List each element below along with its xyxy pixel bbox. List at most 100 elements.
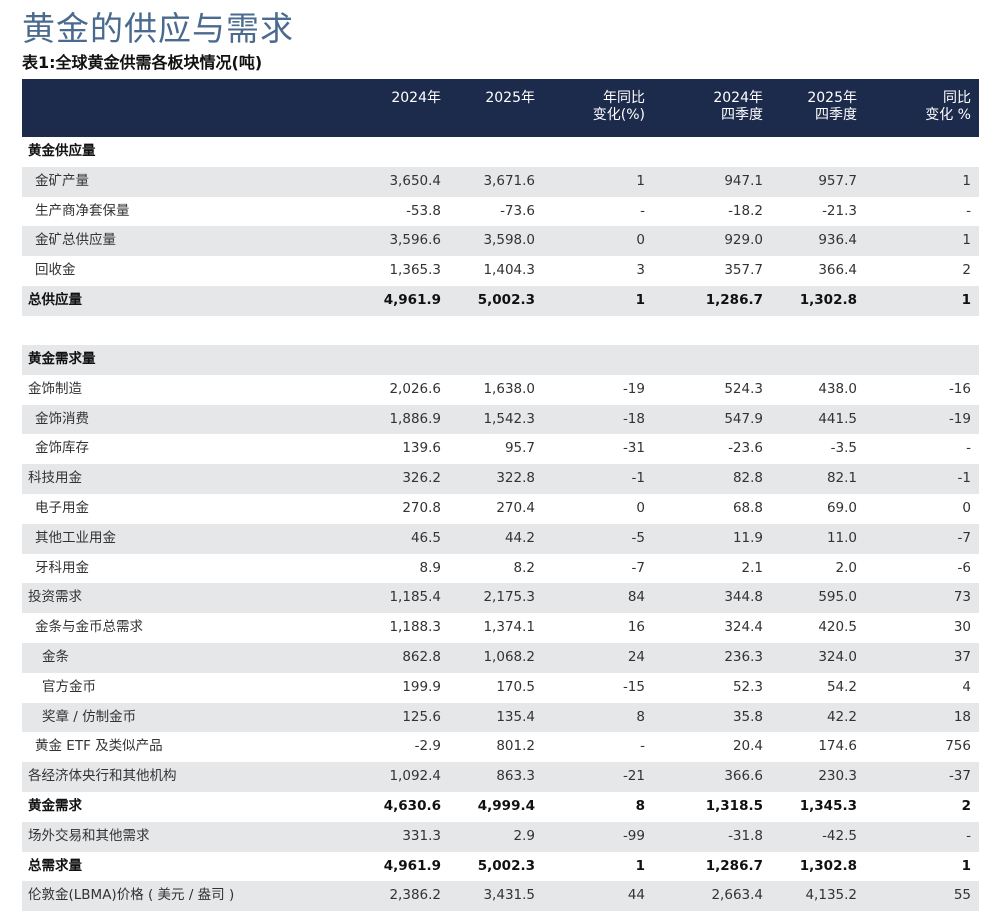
cell-value: -6 [957, 559, 971, 576]
table-row: 投资需求 1,185.4 2,175.3 84 344.8 595.0 73 [22, 583, 979, 614]
table-row: 黄金需求量 [22, 345, 979, 375]
cell-value: 1 [635, 292, 645, 308]
table-row: 金矿产量 3,650.4 3,671.6 1 947.1 957.7 1 [22, 166, 979, 197]
cell-value: 84 [627, 589, 645, 606]
cell-value: -2.9 [414, 738, 441, 755]
cell-value: 1 [635, 857, 645, 874]
cell-value: 5,002.3 [477, 292, 535, 308]
cell-value: 4 [962, 678, 971, 695]
cell-value: 2.9 [513, 827, 535, 844]
cell-value: 756 [945, 738, 971, 755]
cell-value: -37 [948, 768, 971, 785]
cell-value: -21.3 [822, 202, 857, 219]
cell-value: 1,092.4 [389, 768, 441, 785]
table-row: 金饰消费 1,886.9 1,542.3 -18 547.9 441.5 -19 [22, 404, 979, 435]
row-label: 金饰库存 [35, 440, 89, 457]
table-row: 总需求量 4,961.9 5,002.3 1 1,286.7 1,302.8 1 [22, 852, 979, 882]
cell-value: 8.9 [419, 559, 441, 576]
cell-value: 1,345.3 [799, 798, 857, 814]
row-label: 黄金供应量 [28, 143, 96, 159]
row-label: 伦敦金(LBMA)价格 ( 美元 / 盎司 ) [28, 887, 235, 904]
column-header: 四季度 [815, 107, 857, 123]
cell-value: 125.6 [402, 708, 441, 725]
table-row: 金条与金币总需求 1,188.3 1,374.1 16 324.4 420.5 30 [22, 613, 979, 643]
cell-value: -21 [622, 768, 645, 785]
cell-value: 2 [961, 798, 971, 814]
cell-value: 82.1 [826, 470, 857, 487]
cell-value: -18 [622, 410, 645, 427]
page-title: 黄金的供应与需求 [22, 9, 294, 48]
cell-value: 1,886.9 [389, 410, 441, 427]
table-row: 总供应量 4,961.9 5,002.3 1 1,286.7 1,302.8 1 [22, 286, 979, 316]
cell-value: 420.5 [818, 619, 857, 636]
cell-value: 95.7 [504, 440, 535, 457]
cell-value: 230.3 [818, 768, 857, 785]
cell-value: 2,175.3 [483, 589, 535, 606]
cell-value: 324.4 [724, 619, 763, 636]
cell-value: -7 [957, 529, 971, 546]
row-label: 奖章 / 仿制金币 [42, 708, 137, 725]
cell-value: 68.8 [732, 500, 763, 516]
cell-value: 20.4 [732, 738, 763, 755]
cell-value: 0 [636, 232, 645, 249]
column-header: 变化(%) [592, 107, 645, 123]
cell-value: 1 [962, 232, 971, 249]
cell-value: 1,068.2 [483, 649, 535, 665]
table-row: 奖章 / 仿制金币 125.6 135.4 8 35.8 42.2 18 [22, 702, 979, 733]
cell-value: 1,286.7 [705, 292, 763, 308]
cell-value: 5,002.3 [477, 857, 535, 874]
cell-value: 1 [962, 172, 971, 189]
cell-value: 441.5 [818, 410, 857, 427]
cell-value: 357.7 [724, 262, 763, 279]
cell-value: 331.3 [402, 827, 441, 844]
cell-value: 1,302.8 [799, 857, 857, 874]
cell-value: 69.0 [826, 500, 857, 516]
cell-value: 44.2 [504, 529, 535, 546]
row-label: 金条 [42, 649, 69, 665]
cell-value: 82.8 [732, 470, 763, 487]
cell-value: 1,188.3 [389, 619, 441, 636]
cell-value: 862.8 [402, 649, 441, 665]
cell-value: 4,999.4 [477, 798, 535, 814]
cell-value: 1,404.3 [483, 262, 535, 279]
cell-value: 2.0 [835, 559, 857, 576]
row-label: 金饰制造 [28, 380, 82, 397]
cell-value: -31 [622, 440, 645, 457]
cell-value: 1,318.5 [705, 798, 763, 814]
cell-value: 1,638.0 [483, 380, 535, 397]
cell-value: 2,386.2 [389, 887, 441, 904]
cell-value: 1,302.8 [799, 292, 857, 308]
row-label: 官方金币 [42, 678, 96, 695]
table-header: 2024年 2025年 年同比 变化(%) 2024年 四季度 2025年 四季度 同比 变化 % [22, 79, 979, 137]
cell-value: 199.9 [402, 678, 441, 695]
cell-value: 46.5 [410, 529, 441, 546]
cell-value: 1,286.7 [705, 857, 763, 874]
cell-value: - [966, 202, 971, 219]
cell-value: -1 [631, 470, 645, 487]
row-label: 回收金 [35, 262, 76, 279]
cell-value: -5 [631, 529, 645, 546]
table-row: 牙科用金 8.9 8.2 -7 2.1 2.0 -6 [22, 554, 979, 584]
cell-value: 3,671.6 [483, 172, 535, 189]
cell-value: 2 [962, 262, 971, 279]
cell-value: 8 [636, 708, 645, 725]
cell-value: 3,598.0 [483, 232, 535, 249]
cell-value: 947.1 [724, 172, 763, 189]
cell-value: 344.8 [724, 589, 763, 606]
table-row: 场外交易和其他需求 331.3 2.9 -99 -31.8 -42.5 - [22, 821, 979, 852]
cell-value: 135.4 [496, 708, 535, 725]
row-label: 金条与金币总需求 [35, 619, 143, 636]
cell-value: -42.5 [822, 827, 857, 844]
cell-value: 324.0 [818, 649, 857, 665]
cell-value: -99 [622, 827, 645, 844]
cell-value: 2,663.4 [711, 887, 763, 904]
column-header: 同比 [943, 90, 971, 106]
cell-value: -16 [948, 380, 971, 397]
column-header: 四季度 [721, 107, 763, 123]
cell-value: 0 [962, 500, 971, 516]
cell-value: 936.4 [818, 232, 857, 249]
table-caption: 表1:全球黄金供需各板块情况(吨) [22, 53, 263, 72]
cell-value: 8 [635, 798, 645, 814]
cell-value: 18 [953, 708, 971, 725]
cell-value: -18.2 [728, 202, 763, 219]
